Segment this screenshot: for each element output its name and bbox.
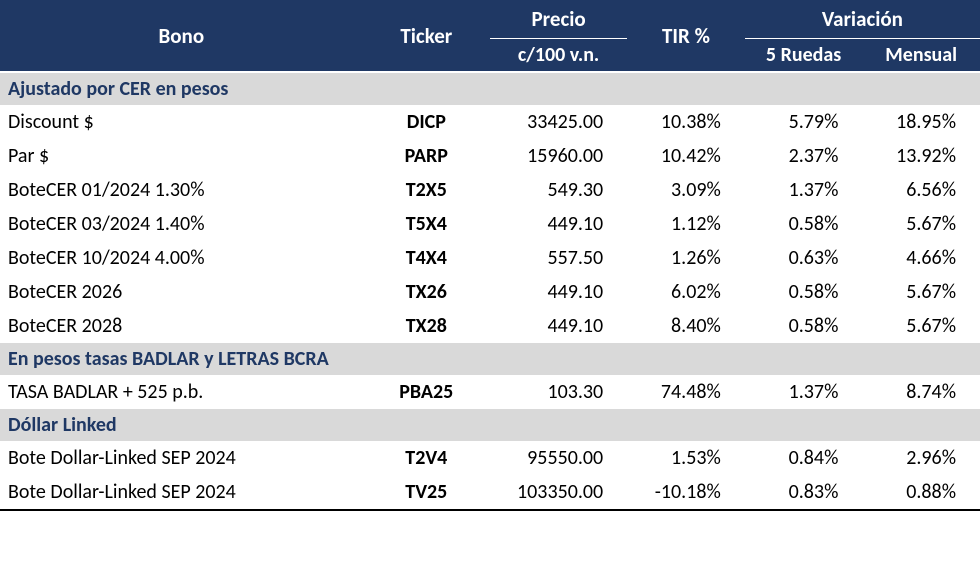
table-row: Bote Dollar-Linked SEP 2024TV25103350.00… <box>0 475 980 510</box>
ruedas5-cell: 0.83% <box>745 475 863 510</box>
bono-cell: BoteCER 03/2024 1.40% <box>0 207 363 241</box>
tir-cell: 10.42% <box>627 139 745 173</box>
bono-cell: BoteCER 2026 <box>0 275 363 309</box>
ruedas5-cell: 0.63% <box>745 241 863 275</box>
bono-cell: TASA BADLAR + 525 p.b. <box>0 375 363 409</box>
header-precio-sub: c/100 v.n. <box>490 39 627 73</box>
mensual-cell: 18.95% <box>862 105 980 139</box>
header-mensual: Mensual <box>862 39 980 73</box>
table-row: TASA BADLAR + 525 p.b.PBA25103.3074.48%1… <box>0 375 980 409</box>
bono-cell: Bote Dollar-Linked SEP 2024 <box>0 441 363 475</box>
precio-cell: 557.50 <box>490 241 627 275</box>
mensual-cell: 0.88% <box>862 475 980 510</box>
ticker-cell: TV25 <box>363 475 490 510</box>
ruedas5-cell: 0.84% <box>745 441 863 475</box>
precio-cell: 449.10 <box>490 207 627 241</box>
ticker-cell: DICP <box>363 105 490 139</box>
table-row: Par $PARP15960.0010.42%2.37%13.92% <box>0 139 980 173</box>
section-title: En pesos tasas BADLAR y LETRAS BCRA <box>0 343 980 375</box>
table-body: Ajustado por CER en pesosDiscount $DICP3… <box>0 72 980 510</box>
tir-cell: -10.18% <box>627 475 745 510</box>
tir-cell: 1.26% <box>627 241 745 275</box>
tir-cell: 6.02% <box>627 275 745 309</box>
ticker-cell: PBA25 <box>363 375 490 409</box>
mensual-cell: 4.66% <box>862 241 980 275</box>
ruedas5-cell: 5.79% <box>745 105 863 139</box>
tir-cell: 74.48% <box>627 375 745 409</box>
mensual-cell: 2.96% <box>862 441 980 475</box>
precio-cell: 103.30 <box>490 375 627 409</box>
table-row: BoteCER 2026TX26449.106.02%0.58%5.67% <box>0 275 980 309</box>
mensual-cell: 5.67% <box>862 309 980 343</box>
precio-cell: 15960.00 <box>490 139 627 173</box>
ticker-cell: T5X4 <box>363 207 490 241</box>
ruedas5-cell: 1.37% <box>745 173 863 207</box>
table-row: BoteCER 10/2024 4.00%T4X4557.501.26%0.63… <box>0 241 980 275</box>
header-variacion-top: Variación <box>745 0 980 39</box>
bono-cell: BoteCER 01/2024 1.30% <box>0 173 363 207</box>
bono-cell: Par $ <box>0 139 363 173</box>
section-header: En pesos tasas BADLAR y LETRAS BCRA <box>0 343 980 375</box>
table-row: Discount $DICP33425.0010.38%5.79%18.95% <box>0 105 980 139</box>
tir-cell: 1.53% <box>627 441 745 475</box>
ticker-cell: TX28 <box>363 309 490 343</box>
table-row: BoteCER 01/2024 1.30%T2X5549.303.09%1.37… <box>0 173 980 207</box>
header-bono: Bono <box>0 0 363 72</box>
ticker-cell: T4X4 <box>363 241 490 275</box>
ruedas5-cell: 0.58% <box>745 275 863 309</box>
precio-cell: 549.30 <box>490 173 627 207</box>
bono-cell: BoteCER 2028 <box>0 309 363 343</box>
tir-cell: 1.12% <box>627 207 745 241</box>
mensual-cell: 5.67% <box>862 275 980 309</box>
table-header: Bono Ticker Precio TIR % Variación c/100… <box>0 0 980 72</box>
ticker-cell: T2X5 <box>363 173 490 207</box>
precio-cell: 449.10 <box>490 309 627 343</box>
ticker-cell: T2V4 <box>363 441 490 475</box>
tir-cell: 8.40% <box>627 309 745 343</box>
section-title: Dóllar Linked <box>0 409 980 441</box>
ticker-cell: TX26 <box>363 275 490 309</box>
table-row: BoteCER 03/2024 1.40%T5X4449.101.12%0.58… <box>0 207 980 241</box>
bono-cell: Bote Dollar-Linked SEP 2024 <box>0 475 363 510</box>
precio-cell: 33425.00 <box>490 105 627 139</box>
section-header: Ajustado por CER en pesos <box>0 72 980 105</box>
ruedas5-cell: 0.58% <box>745 207 863 241</box>
mensual-cell: 13.92% <box>862 139 980 173</box>
mensual-cell: 8.74% <box>862 375 980 409</box>
header-precio-top: Precio <box>490 0 627 39</box>
precio-cell: 103350.00 <box>490 475 627 510</box>
header-ticker: Ticker <box>363 0 490 72</box>
tir-cell: 10.38% <box>627 105 745 139</box>
section-header: Dóllar Linked <box>0 409 980 441</box>
ruedas5-cell: 0.58% <box>745 309 863 343</box>
header-5ruedas: 5 Ruedas <box>745 39 863 73</box>
mensual-cell: 5.67% <box>862 207 980 241</box>
bono-cell: Discount $ <box>0 105 363 139</box>
section-title: Ajustado por CER en pesos <box>0 72 980 105</box>
tir-cell: 3.09% <box>627 173 745 207</box>
ruedas5-cell: 1.37% <box>745 375 863 409</box>
header-tir: TIR % <box>627 0 745 72</box>
mensual-cell: 6.56% <box>862 173 980 207</box>
table-row: Bote Dollar-Linked SEP 2024T2V495550.001… <box>0 441 980 475</box>
precio-cell: 95550.00 <box>490 441 627 475</box>
precio-cell: 449.10 <box>490 275 627 309</box>
table-row: BoteCER 2028TX28449.108.40%0.58%5.67% <box>0 309 980 343</box>
bono-cell: BoteCER 10/2024 4.00% <box>0 241 363 275</box>
bonds-table: Bono Ticker Precio TIR % Variación c/100… <box>0 0 980 511</box>
ticker-cell: PARP <box>363 139 490 173</box>
ruedas5-cell: 2.37% <box>745 139 863 173</box>
